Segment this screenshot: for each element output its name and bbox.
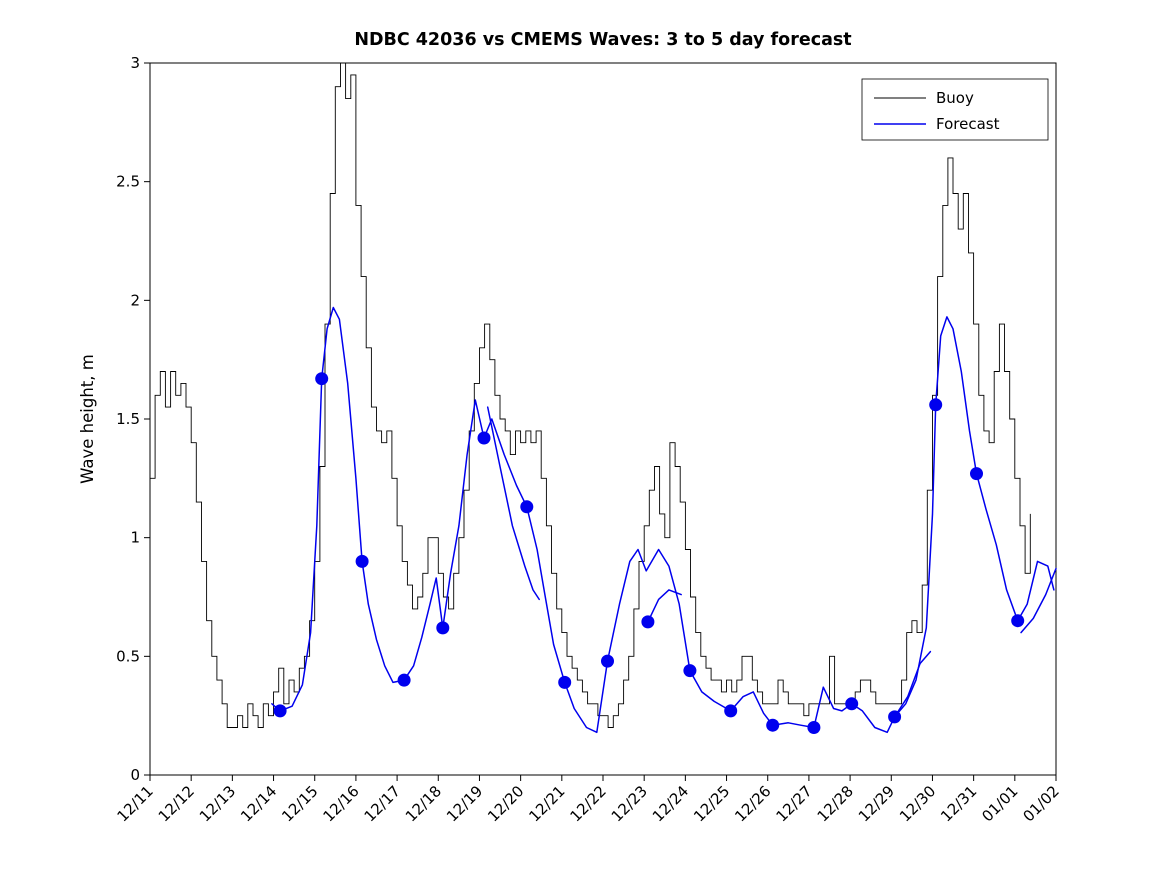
x-tick-label: 12/26 [731, 782, 774, 825]
forecast-marker [601, 654, 614, 668]
forecast-marker [477, 431, 491, 445]
forecast-marker [436, 621, 450, 635]
forecast-marker [766, 718, 780, 732]
forecast-marker [845, 697, 859, 711]
forecast-segment [1020, 567, 1057, 634]
x-tick-label: 12/14 [237, 782, 280, 825]
forecast-segment [271, 306, 1019, 734]
legend: Buoy Forecast [861, 78, 1049, 141]
legend-label-buoy: Buoy [936, 89, 974, 107]
forecast-marker [724, 704, 738, 718]
forecast-marker [397, 673, 411, 687]
y-tick-label: 2 [130, 291, 140, 309]
x-tick-label: 12/13 [196, 782, 239, 825]
axes: 12/1112/1212/1312/1412/1512/1612/1712/18… [114, 54, 1063, 825]
buoy-line [150, 62, 1031, 728]
x-tick-label: 12/18 [402, 782, 445, 825]
forecast-marker [970, 467, 983, 481]
x-tick-label: 12/29 [855, 782, 898, 825]
forecast-segment [893, 650, 932, 718]
x-tick-label: 12/15 [278, 782, 321, 825]
x-tick-label: 12/20 [484, 782, 527, 825]
forecast-marker [520, 500, 534, 514]
forecast-marker [683, 664, 697, 678]
x-tick-label: 12/12 [155, 782, 198, 825]
x-tick-label: 01/01 [978, 782, 1021, 825]
y-tick-label: 3 [130, 54, 140, 72]
x-tick-label: 12/23 [608, 782, 651, 825]
forecast-marker [355, 554, 369, 568]
x-tick-label: 12/25 [690, 782, 733, 825]
x-tick-label: 12/31 [937, 782, 980, 825]
forecast-marker [558, 675, 572, 689]
forecast-segment [647, 589, 682, 623]
forecast-marker [888, 710, 902, 724]
chart-title: NDBC 42036 vs CMEMS Waves: 3 to 5 day fo… [354, 30, 851, 50]
forecast-marker [807, 721, 821, 734]
x-tick-label: 12/16 [319, 782, 362, 825]
forecast-markers [273, 372, 1025, 734]
forecast-segment [486, 406, 540, 601]
legend-box [861, 78, 1049, 141]
forecast-marker [1011, 614, 1025, 628]
y-tick-label: 1.5 [116, 410, 140, 428]
y-axis-label: Wave height, m [78, 354, 97, 484]
x-tick-label: 12/19 [443, 782, 486, 825]
x-tick-label: 12/24 [649, 782, 692, 825]
forecast-segment [1016, 560, 1055, 622]
y-tick-label: 2.5 [116, 173, 140, 191]
x-tick-label: 12/27 [772, 782, 815, 825]
x-tick-label: 12/30 [896, 782, 939, 825]
x-tick-label: 12/11 [114, 782, 157, 825]
forecast-marker [273, 704, 287, 718]
x-tick-label: 12/28 [814, 782, 857, 825]
forecast-marker [641, 615, 655, 629]
x-tick-label: 12/21 [525, 782, 568, 825]
axes-box [149, 62, 1057, 776]
forecast-marker [929, 398, 943, 412]
legend-label-forecast: Forecast [936, 115, 1000, 133]
y-tick-label: 0 [130, 766, 140, 784]
x-tick-label: 12/22 [567, 782, 610, 825]
y-tick-label: 1 [130, 529, 140, 547]
x-tick-label: 01/02 [1020, 782, 1063, 825]
forecast-marker [315, 372, 329, 386]
y-tick-label: 0.5 [116, 647, 140, 665]
forecast-line [271, 306, 1057, 734]
x-tick-label: 12/17 [361, 782, 404, 825]
